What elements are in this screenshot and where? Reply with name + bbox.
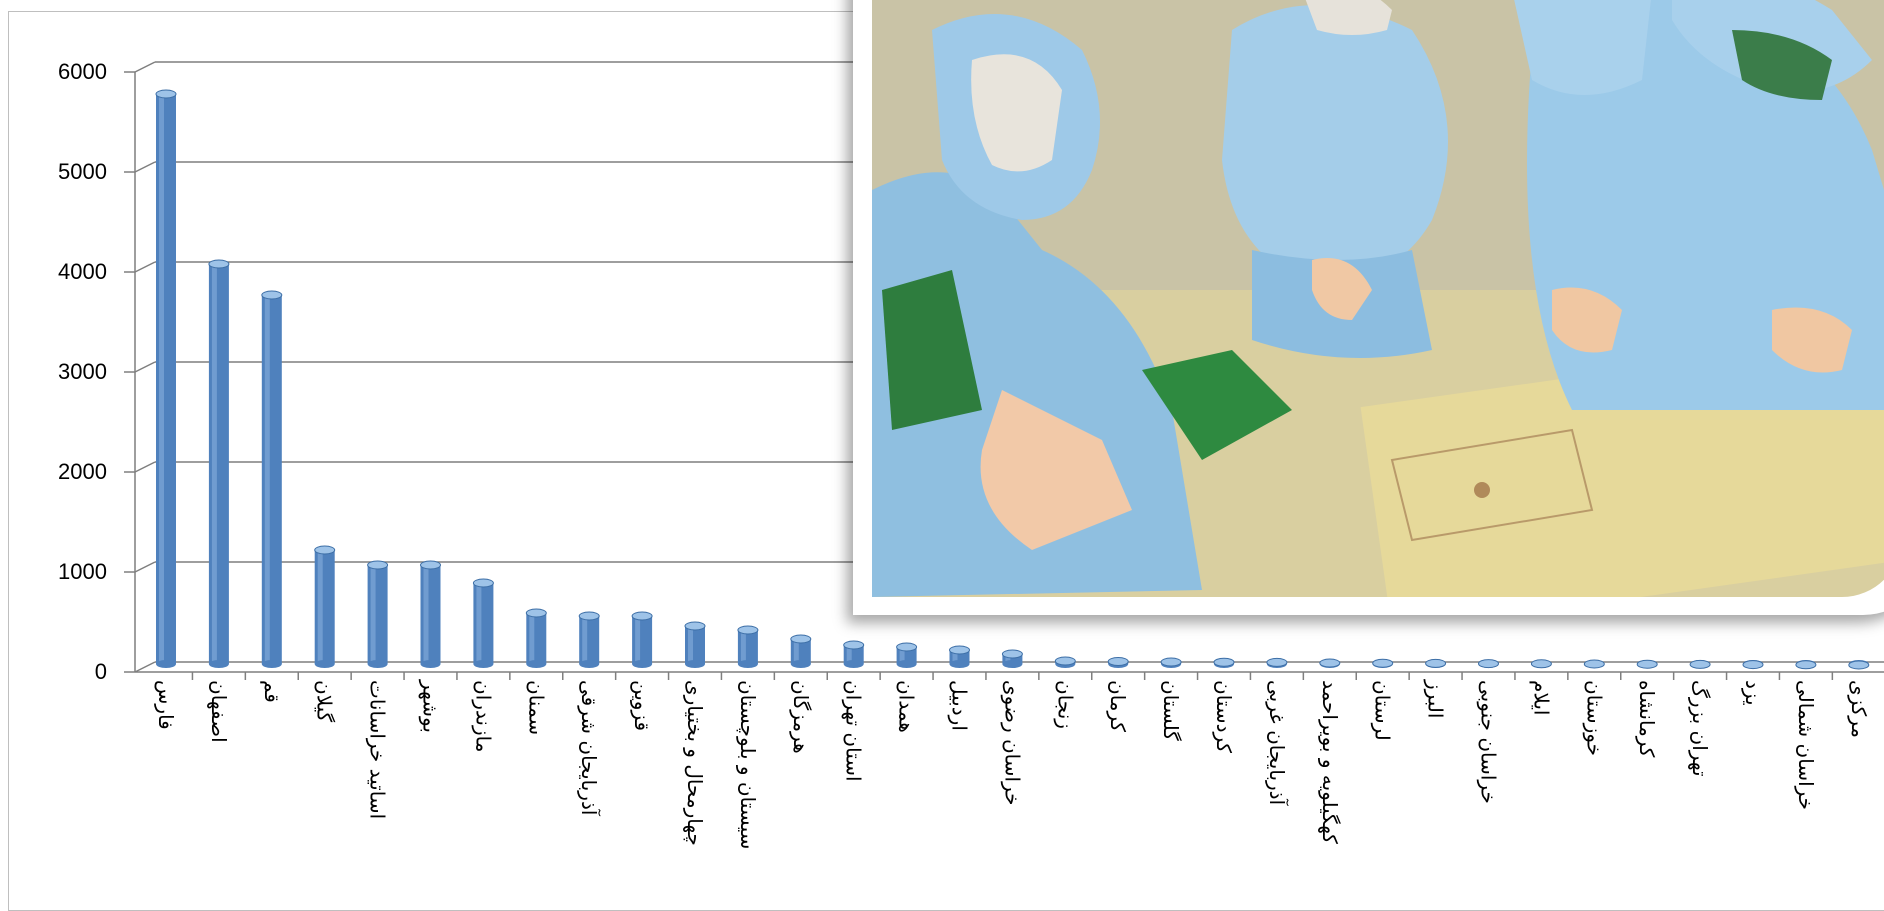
bar bbox=[1160, 657, 1182, 668]
x-tick-label: خوزستان bbox=[1582, 680, 1606, 756]
bar bbox=[737, 625, 759, 668]
x-tick-label: یزد bbox=[1741, 680, 1765, 706]
bar bbox=[367, 560, 389, 668]
bar bbox=[208, 259, 230, 668]
y-tick-label: 0 bbox=[95, 659, 107, 684]
bar bbox=[1372, 658, 1394, 668]
bar bbox=[1583, 659, 1605, 669]
x-tick-label: قزوین bbox=[630, 680, 654, 731]
y-tick-label: 2000 bbox=[58, 459, 107, 484]
bar bbox=[1266, 657, 1288, 668]
bar bbox=[525, 608, 547, 668]
x-tick-label: زنجان bbox=[1053, 680, 1077, 729]
x-tick-label: کهگیلویه و بویراحمد bbox=[1318, 680, 1342, 844]
bar bbox=[314, 545, 336, 668]
bar bbox=[1107, 657, 1129, 668]
x-tick-label: مرکزی bbox=[1847, 680, 1871, 738]
x-tick-label: آذربایجان غربی bbox=[1265, 680, 1290, 807]
bar bbox=[684, 621, 706, 668]
photo-inset bbox=[872, 0, 1884, 597]
bar bbox=[949, 645, 970, 668]
bar bbox=[896, 642, 918, 668]
x-tick-label: کرمان bbox=[1106, 680, 1130, 733]
x-tick-label: لرستان bbox=[1371, 680, 1395, 741]
x-tick-label: چهارمحال و بختیاری bbox=[683, 680, 707, 846]
photo-students-icon bbox=[872, 0, 1884, 597]
y-tick-label: 6000 bbox=[58, 59, 107, 84]
bar bbox=[790, 634, 812, 668]
bar bbox=[1530, 659, 1552, 669]
x-tick-label: کرمانشاه bbox=[1635, 680, 1659, 758]
x-tick-label: سمنان bbox=[524, 680, 548, 735]
y-tick-labels: 0 1000 2000 3000 4000 5000 6000 bbox=[58, 59, 107, 684]
bar bbox=[1213, 657, 1235, 668]
bars bbox=[155, 89, 1870, 670]
axes bbox=[124, 71, 1884, 680]
bar bbox=[420, 560, 441, 668]
x-tick-label: هرمزگان bbox=[789, 680, 813, 754]
bar bbox=[631, 611, 653, 668]
bar bbox=[1478, 659, 1499, 669]
bar bbox=[1636, 659, 1658, 669]
bar bbox=[1689, 659, 1711, 669]
bar bbox=[261, 290, 283, 668]
bar bbox=[843, 640, 865, 668]
bar bbox=[472, 578, 494, 668]
x-tick-label: خراسان رضوی bbox=[1000, 680, 1024, 805]
x-tick-label: خراسان جنوبی bbox=[1477, 680, 1501, 804]
x-tick-label: گیلان bbox=[313, 680, 337, 723]
y-tick-label: 5000 bbox=[58, 159, 107, 184]
bar bbox=[578, 611, 600, 668]
x-tick-label: اصفهان bbox=[207, 680, 231, 743]
x-tick-label: تهران بزرگ bbox=[1688, 680, 1712, 777]
bar bbox=[1319, 658, 1341, 668]
x-tick-label: بوشهر bbox=[419, 679, 443, 733]
bar bbox=[155, 89, 177, 668]
y-tick-label: 3000 bbox=[58, 359, 107, 384]
x-tick-label: البرز bbox=[1424, 679, 1448, 718]
bar bbox=[1425, 658, 1447, 668]
x-tick-label: سیستان و بلوچستان bbox=[736, 680, 760, 849]
x-tick-label: اردبیل bbox=[948, 680, 972, 731]
x-tick-label: کردستان bbox=[1212, 680, 1236, 754]
x-tick-label: ایلام bbox=[1529, 680, 1553, 715]
bar bbox=[1848, 660, 1870, 670]
x-tick-label: همدان bbox=[895, 680, 919, 733]
bar bbox=[1795, 660, 1817, 670]
x-tick-label: استان تهران bbox=[842, 680, 866, 782]
x-tick-label: گلستان bbox=[1159, 680, 1183, 741]
x-tick-labels: فارس اصفهان قم گیلان اساتید خراسانات بوشهر ماز… bbox=[154, 679, 1871, 849]
x-tick-label: فارس bbox=[154, 680, 178, 730]
x-tick-label: قم bbox=[260, 680, 284, 703]
bar bbox=[1742, 660, 1764, 670]
x-tick-label: آذربایجان شرقی bbox=[577, 680, 602, 817]
x-tick-label: اساتید خراسانات bbox=[366, 680, 390, 819]
bar bbox=[1001, 649, 1023, 668]
y-tick-label: 4000 bbox=[58, 259, 107, 284]
x-tick-label: خراسان شمالی bbox=[1794, 680, 1818, 810]
y-tick-label: 1000 bbox=[58, 559, 107, 584]
bar bbox=[1054, 656, 1076, 668]
x-tick-label: مازندران bbox=[471, 680, 495, 752]
